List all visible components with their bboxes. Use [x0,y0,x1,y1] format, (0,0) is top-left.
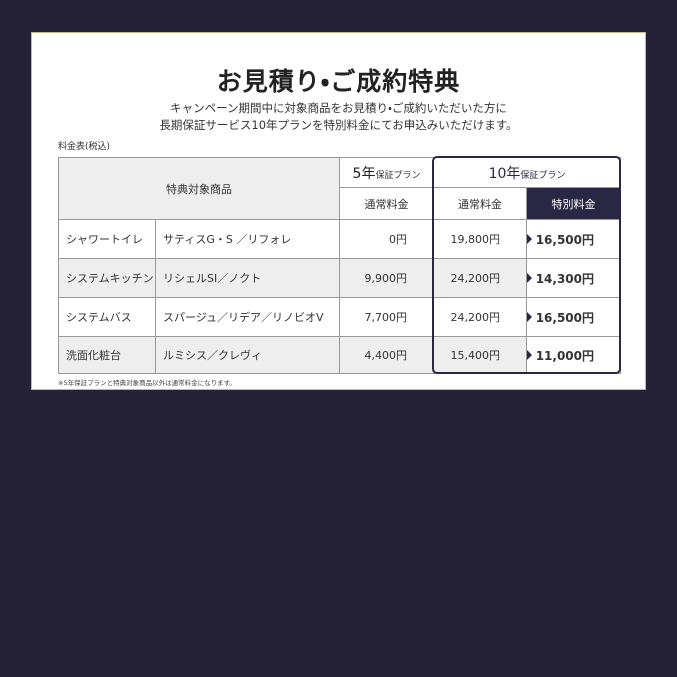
special-price: 14,300円 [535,271,594,286]
marker [527,273,532,283]
header-cell: 通常料金 [339,187,434,220]
table-cell: ルミシス／クレヴィ [155,336,340,374]
plan-label: 5年 [352,165,376,182]
table-row: 洗面化粧台 ルミシス／クレヴィ 4,400円 15,400円 11,000円 [58,336,621,374]
title: お見積り・ご成約特典 [216,67,461,96]
subtitle: キャンペーン期間中に対象商品をお見積り・ご成約いただいた方に [170,101,507,115]
header-cell: 特別料金 [526,187,621,220]
plan-sub: 保証プラン [520,170,566,181]
table-cell: 0円 [339,219,434,259]
marker [527,312,532,322]
table-cell: システムキッチン [58,258,156,298]
plan-label: 10年 [488,165,521,182]
table-cell: スパージュ／リデア／リノビオV [155,297,340,337]
table-cell: サティスG・S ／リフォレ [155,219,340,259]
table-cell: 16,500円 [526,297,621,337]
table-cell: シャワートイレ [58,219,156,259]
header-cell: 特典対象商品 [58,157,340,220]
special-price: 11,000円 [535,348,594,363]
table-cell: 7,700円 [339,297,434,337]
note: ※5年保証プランと特典対象商品以外は通常料金になります。 [58,379,236,387]
table-row: システムバス スパージュ／リデア／リノビオV 7,700円 24,200円 16,500… [58,297,621,337]
caption: 料金表(税込) [58,142,111,152]
subtitle: 長期保証サービス10年プランを特別料金にてお申込みいただけます。 [159,118,518,132]
table-cell: 16,500円 [526,219,621,259]
table-cell: 4,400円 [339,336,434,374]
table-cell: 洗面化粧台 [58,336,156,374]
table-cell: リシェルSI／ノクト [155,258,340,298]
table-row: シャワートイレ サティスG・S ／リフォレ 0円 19,800円 16,500円 [58,219,621,259]
table-cell: 11,000円 [526,336,621,374]
table-cell: 24,200円 [433,297,527,337]
special-price: 16,500円 [535,232,594,247]
header-cell: 通常料金 [433,187,527,220]
marker [527,234,532,244]
table-cell: システムバス [58,297,156,337]
table-cell: 9,900円 [339,258,434,298]
table-cell: 15,400円 [433,336,527,374]
table-cell: 19,800円 [433,219,527,259]
header-cell: 5年保証プラン [339,157,434,188]
header-cell: 10年保証プラン [433,157,621,188]
special-price: 16,500円 [535,310,594,325]
table-cell: 24,200円 [433,258,527,298]
table-row: システムキッチン リシェルSI／ノクト 9,900円 24,200円 14,300円 [58,258,621,298]
marker [527,350,532,360]
plan-sub: 保証プラン [375,170,421,181]
price-table: 特典対象商品 5年保証プラン 10年保証プラン 通常料金 通常料金 特別料金 シ… [58,157,621,374]
table-cell: 14,300円 [526,258,621,298]
